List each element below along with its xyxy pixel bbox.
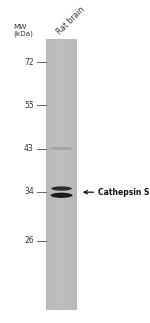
- Bar: [70, 39, 71, 310]
- Bar: [56, 39, 57, 310]
- Bar: [48, 39, 49, 310]
- Bar: [74, 39, 75, 310]
- Bar: [46, 39, 78, 310]
- Text: 34: 34: [24, 187, 34, 196]
- Bar: [75, 39, 76, 310]
- Text: 26: 26: [24, 236, 34, 245]
- Bar: [67, 39, 68, 310]
- Text: 55: 55: [24, 101, 34, 110]
- Bar: [63, 39, 64, 310]
- Text: 43: 43: [24, 144, 34, 153]
- Bar: [53, 39, 54, 310]
- Bar: [46, 39, 47, 310]
- Text: Rat brain: Rat brain: [55, 5, 87, 36]
- Bar: [72, 39, 73, 310]
- Bar: [54, 39, 55, 310]
- Bar: [62, 39, 63, 310]
- Text: MW
(kDa): MW (kDa): [14, 24, 34, 37]
- Bar: [61, 39, 62, 310]
- Bar: [77, 39, 78, 310]
- Bar: [64, 39, 65, 310]
- Bar: [51, 39, 52, 310]
- Bar: [66, 39, 67, 310]
- Bar: [47, 39, 48, 310]
- Ellipse shape: [51, 186, 72, 191]
- Bar: [60, 39, 61, 310]
- Ellipse shape: [51, 193, 72, 198]
- Bar: [71, 39, 72, 310]
- Bar: [59, 39, 60, 310]
- Text: 72: 72: [24, 58, 34, 67]
- Text: Cathepsin S: Cathepsin S: [98, 188, 149, 197]
- Bar: [73, 39, 74, 310]
- Bar: [65, 39, 66, 310]
- Bar: [50, 39, 51, 310]
- Bar: [49, 39, 50, 310]
- Bar: [52, 39, 53, 310]
- Bar: [76, 39, 77, 310]
- Bar: [58, 39, 59, 310]
- Bar: [68, 39, 69, 310]
- Bar: [69, 39, 70, 310]
- Ellipse shape: [50, 147, 73, 150]
- Bar: [57, 39, 58, 310]
